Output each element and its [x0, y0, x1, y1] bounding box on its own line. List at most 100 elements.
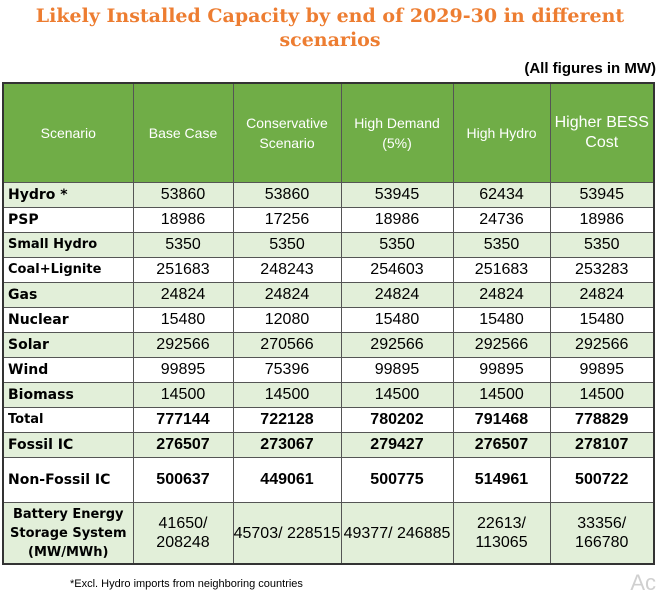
table-cell: 24824: [549, 282, 655, 308]
table-cell: 279427: [340, 432, 454, 458]
table-cell: 449061: [232, 457, 342, 503]
row-label: Small Hydro: [2, 232, 134, 258]
table-cell: 292566: [340, 332, 454, 358]
units-note: (All figures in MW): [524, 60, 656, 77]
table-cell: 791468: [452, 407, 551, 433]
table-cell: 15480: [549, 307, 655, 333]
table-cell: 18986: [340, 207, 454, 233]
table-cell: 99895: [549, 357, 655, 383]
table-cell: 12080: [232, 307, 342, 333]
table-cell: 514961: [452, 457, 551, 503]
row-label: Biomass: [2, 382, 134, 408]
column-header-scenario: Scenario: [2, 82, 134, 183]
table-cell: 33356/ 166780: [549, 502, 655, 565]
table-row: Wind 99895 75396 99895 99895 99895: [2, 357, 655, 383]
column-header-conservative: Conservative Scenario: [232, 82, 342, 183]
row-label: Solar: [2, 332, 134, 358]
row-label: Fossil IC: [2, 432, 134, 458]
table-cell: 276507: [452, 432, 551, 458]
table-cell: 254603: [340, 257, 454, 283]
row-label: Gas: [2, 282, 134, 308]
page-title: Likely Installed Capacity by end of 2029…: [35, 5, 625, 51]
table-row: Hydro * 53860 53860 53945 62434 53945: [2, 182, 655, 208]
table-cell: 53945: [340, 182, 454, 208]
row-label: Battery Energy Storage System (MW/MWh): [2, 502, 134, 565]
table-cell: 62434: [452, 182, 551, 208]
table-cell: 24824: [340, 282, 454, 308]
table-row: Coal+Lignite 251683 248243 254603 251683…: [2, 257, 655, 283]
table-cell: 99895: [132, 357, 234, 383]
table-cell: 780202: [340, 407, 454, 433]
table-cell: 5350: [132, 232, 234, 258]
table-cell: 24824: [452, 282, 551, 308]
table-cell: 18986: [132, 207, 234, 233]
table-cell: 278107: [549, 432, 655, 458]
table-row: Small Hydro 5350 5350 5350 5350 5350: [2, 232, 655, 258]
table-cell: 248243: [232, 257, 342, 283]
table-cell: 500775: [340, 457, 454, 503]
row-label: Non-Fossil IC: [2, 457, 134, 503]
table-cell: 17256: [232, 207, 342, 233]
table-row: Gas 24824 24824 24824 24824 24824: [2, 282, 655, 308]
header-row: Scenario Base Case Conservative Scenario…: [2, 82, 655, 183]
row-label: Total: [2, 407, 134, 433]
column-header-high-hydro: High Hydro: [452, 82, 551, 183]
table-cell: 251683: [452, 257, 551, 283]
table-cell: 500637: [132, 457, 234, 503]
table-cell: 253283: [549, 257, 655, 283]
table-cell: 99895: [340, 357, 454, 383]
table-cell: 53860: [132, 182, 234, 208]
table-row: Biomass 14500 14500 14500 14500 14500: [2, 382, 655, 408]
table-cell: 14500: [340, 382, 454, 408]
table-row-battery: Battery Energy Storage System (MW/MWh) 4…: [2, 502, 655, 565]
table-row: Solar 292566 270566 292566 292566 292566: [2, 332, 655, 358]
watermark: Ac: [630, 570, 656, 595]
table-cell: 24824: [132, 282, 234, 308]
column-header-base-case: Base Case: [132, 82, 234, 183]
table-cell: 777144: [132, 407, 234, 433]
table-row: PSP 18986 17256 18986 24736 18986: [2, 207, 655, 233]
table-cell: 49377/ 246885: [340, 502, 454, 565]
table-cell: 276507: [132, 432, 234, 458]
table-cell: 5350: [340, 232, 454, 258]
table-cell: 722128: [232, 407, 342, 433]
table-cell: 22613/ 113065: [452, 502, 551, 565]
table-cell: 14500: [232, 382, 342, 408]
row-label: Nuclear: [2, 307, 134, 333]
table-cell: 5350: [549, 232, 655, 258]
table-cell: 15480: [452, 307, 551, 333]
table-cell: 15480: [340, 307, 454, 333]
table-cell: 18986: [549, 207, 655, 233]
table-cell: 5350: [452, 232, 551, 258]
table-row-fossil: Fossil IC 276507 273067 279427 276507 27…: [2, 432, 655, 458]
column-header-higher-bess-cost: Higher BESS Cost: [549, 82, 655, 183]
table-cell: 41650/ 208248: [132, 502, 234, 565]
table-cell: 14500: [132, 382, 234, 408]
table-cell: 24736: [452, 207, 551, 233]
column-header-high-demand: High Demand (5%): [340, 82, 454, 183]
table-cell: 14500: [452, 382, 551, 408]
row-label: Wind: [2, 357, 134, 383]
table-cell: 14500: [549, 382, 655, 408]
table-cell: 292566: [452, 332, 551, 358]
row-label: Coal+Lignite: [2, 257, 134, 283]
table-cell: 251683: [132, 257, 234, 283]
table-cell: 24824: [232, 282, 342, 308]
table-cell: 500722: [549, 457, 655, 503]
table-row: Nuclear 15480 12080 15480 15480 15480: [2, 307, 655, 333]
table-cell: 15480: [132, 307, 234, 333]
table-row-non-fossil: Non-Fossil IC 500637 449061 500775 51496…: [2, 457, 655, 503]
table-cell: 270566: [232, 332, 342, 358]
table-cell: 45703/ 228515: [232, 502, 342, 565]
table-cell: 292566: [132, 332, 234, 358]
table-cell: 5350: [232, 232, 342, 258]
row-label: PSP: [2, 207, 134, 233]
table-cell: 53860: [232, 182, 342, 208]
table-cell: 292566: [549, 332, 655, 358]
table-cell: 778829: [549, 407, 655, 433]
row-label: Hydro *: [2, 182, 134, 208]
footnote: *Excl. Hydro imports from neighboring co…: [70, 578, 303, 590]
table-cell: 75396: [232, 357, 342, 383]
table-cell: 273067: [232, 432, 342, 458]
table-cell: 99895: [452, 357, 551, 383]
